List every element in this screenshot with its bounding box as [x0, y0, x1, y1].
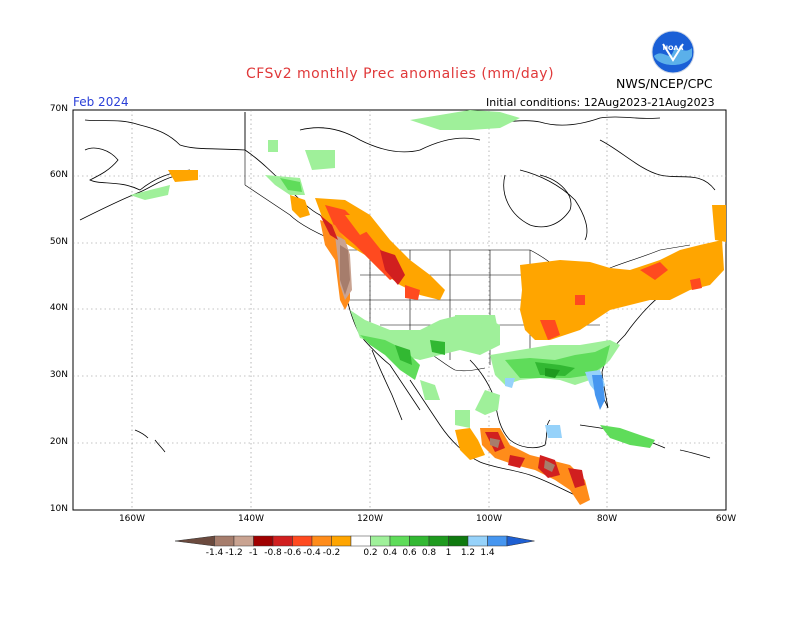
colorbar-label: -1.4	[205, 548, 224, 558]
colorbar-swatch	[272, 535, 293, 547]
lon-label-120w: 120W	[356, 514, 384, 524]
lat-label-10n: 10N	[49, 504, 68, 514]
colorbar-label: -0.6	[283, 548, 302, 558]
colorbar-swatch	[428, 535, 449, 547]
colorbar-swatch	[350, 535, 371, 547]
colorbar-swatch	[311, 535, 332, 547]
colorbar-swatch	[233, 535, 254, 547]
wet-anomaly-regions	[130, 110, 655, 448]
lat-label-20n: 20N	[49, 437, 68, 447]
agency-label: NWS/NCEP/CPC	[616, 76, 713, 91]
noaa-logo: NOAA	[651, 30, 695, 74]
lon-label-160w: 160W	[118, 514, 146, 524]
colorbar-label: -1	[249, 548, 258, 558]
forecast-month: Feb 2024	[73, 95, 129, 109]
lat-label-40n: 40N	[49, 303, 68, 313]
colorbar-swatch	[467, 535, 488, 547]
colorbar-swatch	[409, 535, 430, 547]
lat-label-50n: 50N	[49, 237, 68, 247]
colorbar-swatch	[174, 535, 215, 547]
colorbar-label: -0.2	[322, 548, 341, 558]
colorbar-label: 0.4	[382, 548, 398, 558]
lon-label-60w: 60W	[715, 514, 737, 524]
colorbar-label: -1.2	[225, 548, 243, 558]
initial-conditions: Initial conditions: 12Aug2023-21Aug2023	[486, 96, 715, 109]
colorbar-label: -0.4	[303, 548, 321, 558]
colorbar-label: 0.8	[421, 548, 437, 558]
lon-label-100w: 100W	[475, 514, 503, 524]
lat-label-30n: 30N	[49, 370, 68, 380]
colorbar-label: 1.2	[460, 548, 476, 558]
colorbar-swatch	[370, 535, 391, 547]
lon-label-140w: 140W	[237, 514, 265, 524]
lat-label-70n: 70N	[49, 104, 68, 114]
noaa-logo-text: NOAA	[663, 44, 684, 52]
colorbar-swatch	[292, 535, 313, 547]
lat-label-60n: 60N	[49, 170, 68, 180]
dry-anomaly-regions	[168, 170, 726, 505]
colorbar-label: 1.4	[480, 548, 495, 558]
colorbar-swatch	[448, 535, 469, 547]
colorbar-swatch	[506, 535, 535, 547]
colorbar-swatch	[331, 535, 352, 547]
colorbar-swatch	[214, 535, 235, 547]
colorbar-swatch	[253, 535, 274, 547]
colorbar-label: -0.8	[264, 548, 282, 558]
map-title: CFSv2 monthly Prec anomalies (mm/day)	[245, 66, 555, 82]
lon-label-80w: 80W	[596, 514, 618, 524]
colorbar-swatch	[389, 535, 410, 547]
colorbar-label: 0.6	[402, 548, 417, 558]
colorbar-label: 1	[445, 548, 452, 558]
colorbar-swatch	[487, 535, 508, 547]
colorbar-label: 0.2	[363, 548, 378, 558]
